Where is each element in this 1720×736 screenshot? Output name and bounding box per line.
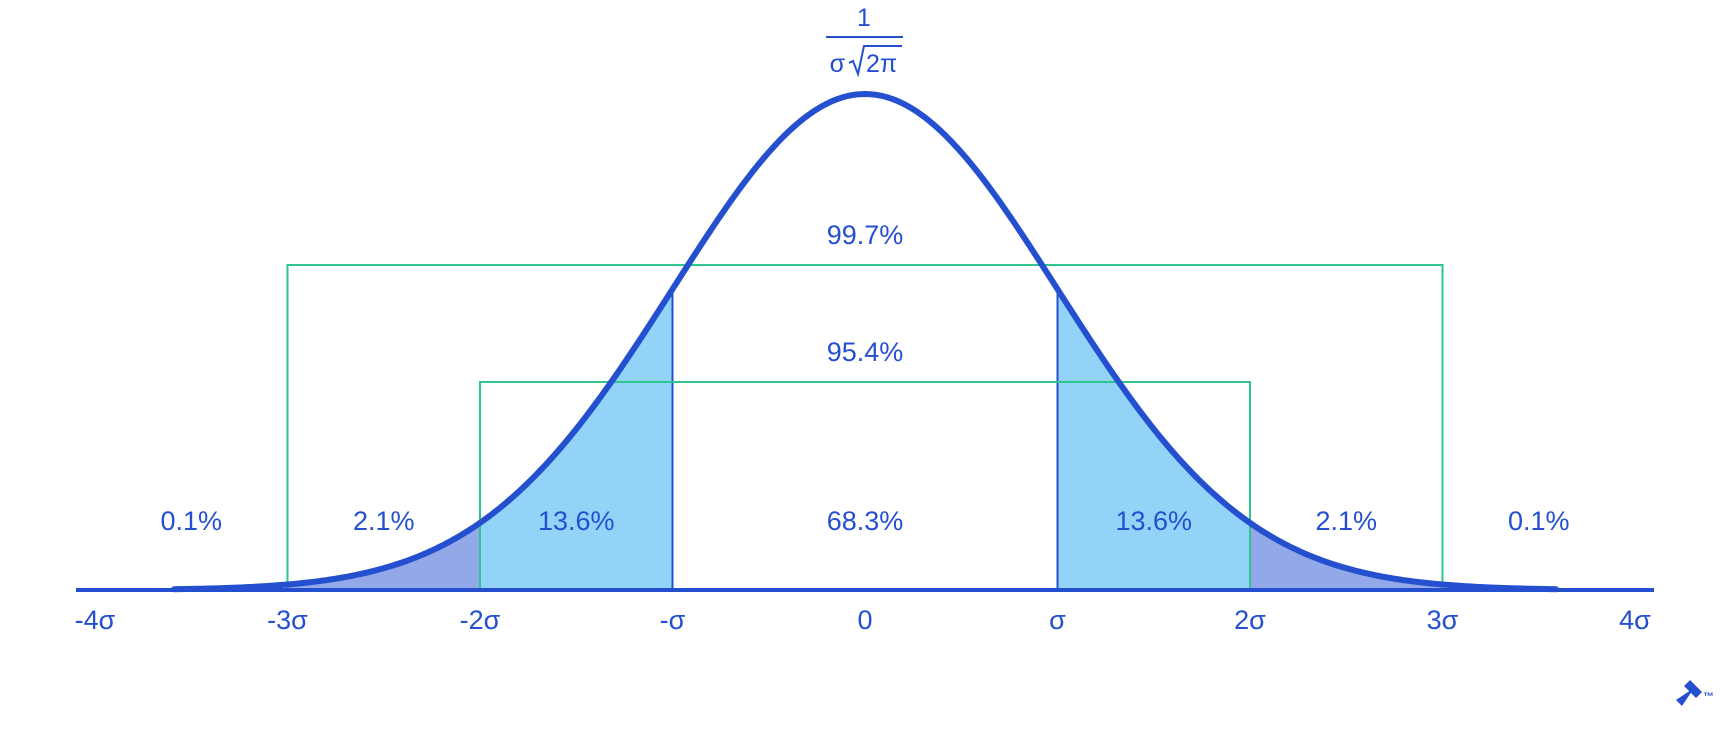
x-tick-label-4: 0 (857, 605, 872, 635)
peak-density-formula: 1 σ 2π (826, 4, 903, 78)
shaded-region-5 (1250, 522, 1443, 590)
x-tick-label-0: -4σ (75, 605, 116, 635)
region-labels: 0.1% 2.1% 13.6% 68.3% 13.6% 2.1% 0.1% (160, 506, 1569, 536)
bracket-label-1: 95.4% (827, 337, 904, 367)
x-tick-label-6: 2σ (1234, 605, 1266, 635)
region-label-5: 2.1% (1315, 506, 1377, 536)
x-tick-label-3: -σ (660, 605, 686, 635)
formula-radicand: 2π (866, 50, 897, 78)
formula-sigma: σ (830, 50, 846, 78)
region-label-2: 13.6% (538, 506, 615, 536)
region-label-4: 13.6% (1115, 506, 1192, 536)
bracket-1 (479, 381, 1251, 590)
x-tick-label-5: σ (1049, 605, 1066, 635)
shaded-region-1 (287, 522, 480, 590)
region-label-6: 0.1% (1508, 506, 1570, 536)
region-label-3: 68.3% (827, 506, 904, 536)
shaded-regions (287, 289, 1443, 590)
sqrt-sign-icon (848, 45, 902, 78)
trademark-symbol: ™ (1703, 691, 1714, 703)
x-tick-label-2: -2σ (460, 605, 501, 635)
bracket-label-0: 99.7% (827, 220, 904, 250)
percentage-brackets (286, 264, 1444, 590)
formula-numerator: 1 (857, 4, 871, 32)
region-label-1: 2.1% (353, 506, 415, 536)
logo-mark-icon (1676, 680, 1702, 706)
x-tick-label-1: -3σ (267, 605, 308, 635)
brand-logo-icon: ™ (1676, 680, 1714, 706)
bell-curve (171, 91, 1559, 593)
x-tick-labels: -4σ -3σ -2σ -σ 0 σ 2σ 3σ 4σ (75, 605, 1652, 635)
x-tick-label-8: 4σ (1619, 605, 1651, 635)
bracket-0 (286, 264, 1444, 590)
region-label-0: 0.1% (160, 506, 222, 536)
x-tick-label-7: 3σ (1427, 605, 1459, 635)
bracket-labels: 99.7% 95.4% (827, 220, 904, 367)
